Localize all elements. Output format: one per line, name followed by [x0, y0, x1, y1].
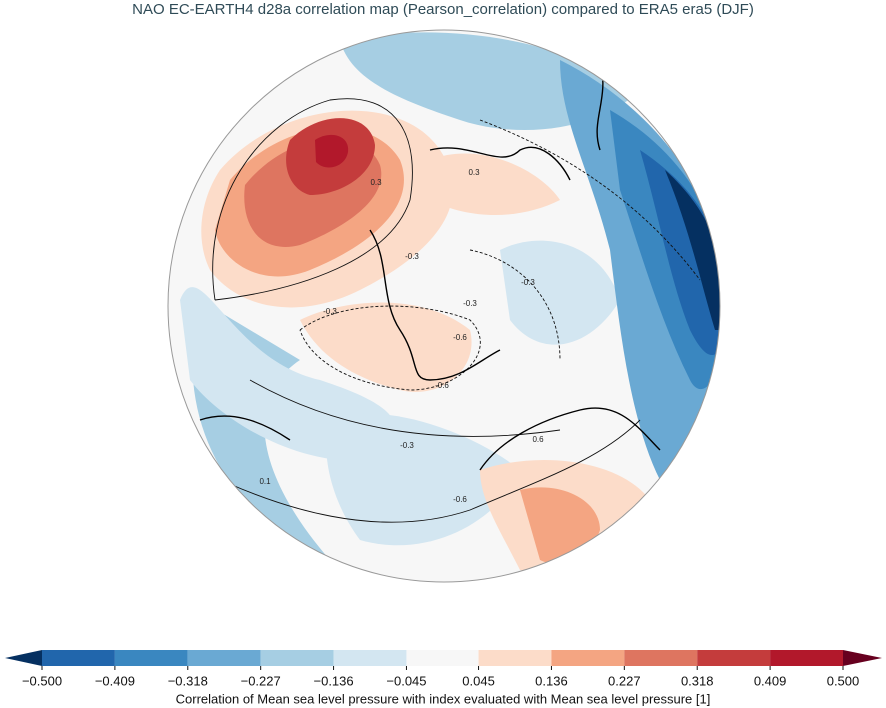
contour-label: -0.6: [453, 333, 467, 342]
colorbar-extend-high: [843, 650, 882, 666]
x-tick-label: 0.318: [681, 673, 714, 688]
contour-label: -0.3: [323, 307, 337, 316]
x-tick-label: −0.227: [241, 673, 281, 688]
contour-label: -0.3: [405, 252, 419, 261]
colorbar-bin: [406, 650, 479, 666]
contour-label: 0.6: [532, 435, 544, 444]
contour-label: 0.3: [370, 178, 382, 187]
contour-label: -0.6: [435, 381, 449, 390]
x-tick-label: −0.045: [386, 673, 426, 688]
colorbar-bin: [697, 650, 771, 666]
x-tick-label: 0.045: [462, 673, 495, 688]
colorbar-bin: [551, 650, 625, 666]
contour-label: -0.6: [453, 495, 467, 504]
x-tick-label: 0.409: [754, 673, 787, 688]
colorbar-bin: [333, 650, 407, 666]
contour-label: 0.1: [259, 477, 271, 486]
map-field: [168, 30, 720, 582]
colorbar-bin: [770, 650, 843, 666]
x-tick-label: −0.318: [168, 673, 208, 688]
x-tick-label: 0.500: [827, 673, 860, 688]
x-tick-label: −0.409: [95, 673, 135, 688]
contour-label: -0.3: [463, 299, 477, 308]
colorbar-extend-low: [5, 650, 42, 666]
colorbar-bin: [42, 650, 115, 666]
contour-label: -0.3: [521, 278, 535, 287]
x-tick-label: −0.500: [22, 673, 62, 688]
x-tick-label: −0.136: [314, 673, 354, 688]
colorbar-bin: [478, 650, 552, 666]
x-tick-label: 0.136: [535, 673, 568, 688]
colorbar-bin: [624, 650, 698, 666]
colorbar-bin: [260, 650, 334, 666]
contour-label: 0.3: [468, 168, 480, 177]
x-tick-label: 0.227: [608, 673, 641, 688]
globe-outline: [167, 29, 721, 583]
colorbar-bin: [114, 650, 188, 666]
colorbar-bin: [187, 650, 261, 666]
contour-label: -0.3: [400, 441, 414, 450]
chart-title: NAO EC-EARTH4 d28a correlation map (Pear…: [132, 1, 754, 18]
colorbar-label: Correlation of Mean sea level pressure w…: [176, 691, 711, 706]
